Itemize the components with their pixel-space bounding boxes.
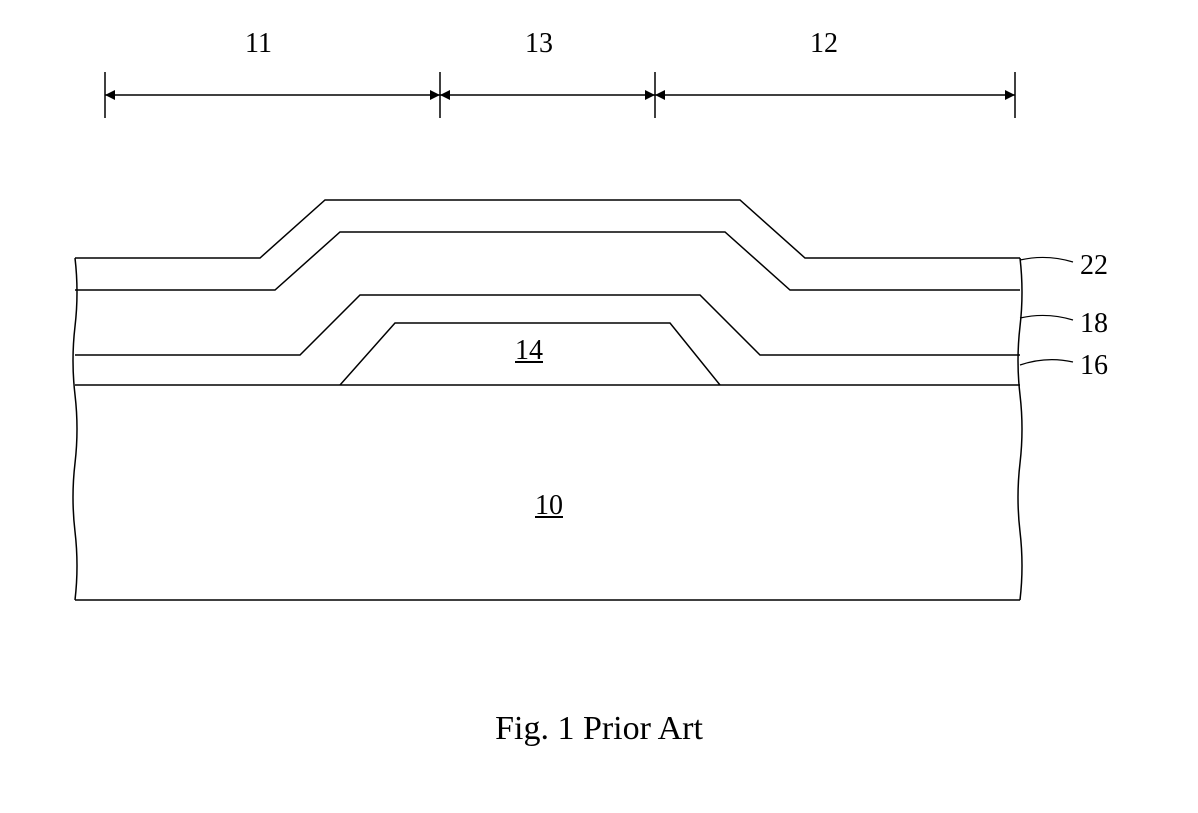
diagram-container: 11 13 12 14 10 22 18 16 Fig. 1 Prior Art xyxy=(0,0,1198,813)
dim-label-12: 12 xyxy=(810,28,838,60)
ref-label-18: 18 xyxy=(1080,308,1108,340)
diagram-svg xyxy=(0,0,1198,813)
dim-label-11: 11 xyxy=(245,28,272,60)
layer-label-14: 14 xyxy=(515,335,543,367)
figure-caption: Fig. 1 Prior Art xyxy=(0,710,1198,748)
ref-label-22: 22 xyxy=(1080,250,1108,282)
dim-label-13: 13 xyxy=(525,28,553,60)
layer-label-10: 10 xyxy=(535,490,563,522)
ref-label-16: 16 xyxy=(1080,350,1108,382)
